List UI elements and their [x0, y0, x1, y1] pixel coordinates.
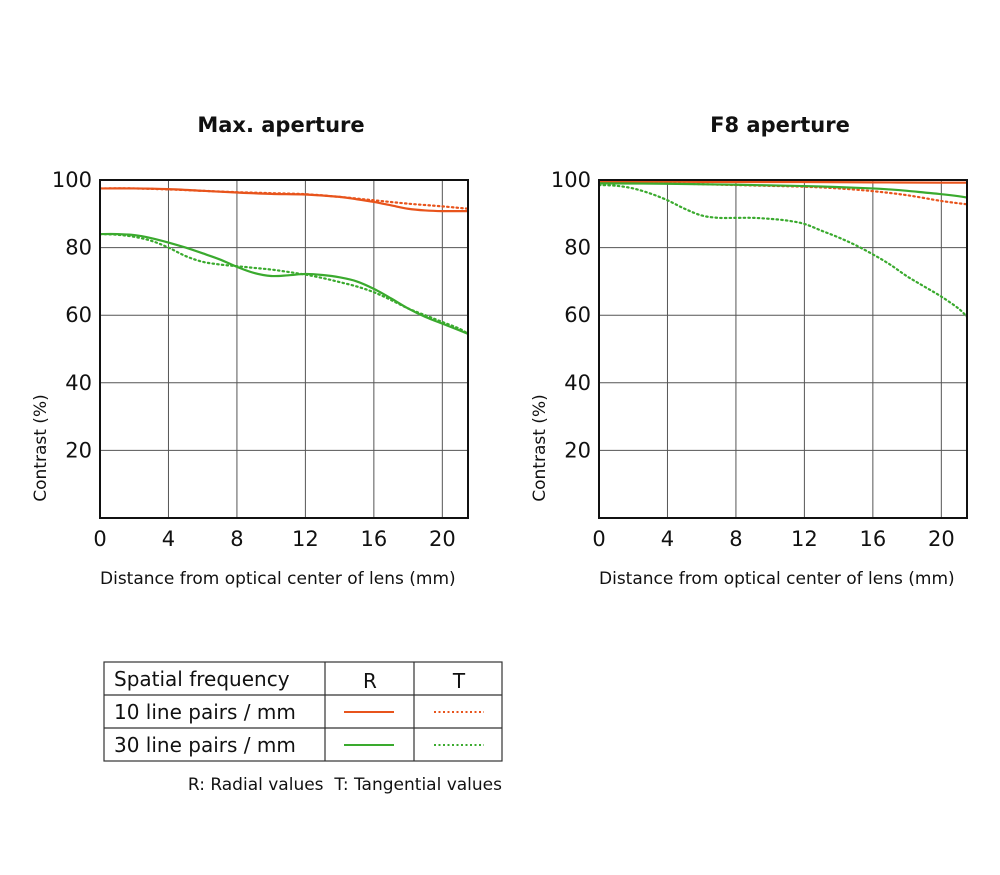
series-line-30lp-radial — [100, 232, 468, 335]
series-line-10lp-radial — [599, 180, 967, 184]
x-tick-label: 4 — [162, 527, 175, 551]
x-tick-label: 0 — [93, 527, 106, 551]
y-tick-label: 40 — [65, 371, 92, 395]
y-axis-label: Contrast (%) — [31, 394, 51, 501]
x-tick-label: 16 — [360, 527, 387, 551]
x-tick-label: 8 — [230, 527, 243, 551]
legend-table: Spatial frequency R T 10 line pairs / mm… — [103, 661, 503, 795]
y-tick-label: 40 — [564, 371, 591, 395]
series-group — [599, 180, 967, 318]
y-tick-label: 60 — [65, 303, 92, 327]
x-axis-label: Distance from optical center of lens (mm… — [100, 569, 456, 589]
x-tick-label: 20 — [928, 527, 955, 551]
legend-outer-border — [103, 661, 503, 762]
chart-f8-aperture: F8 aperture 20 40 60 80 100 0 4 8 12 16 20 Distance … — [530, 113, 968, 589]
x-tick-label: 16 — [859, 527, 886, 551]
series-line-10lp-radial — [100, 187, 468, 213]
y-tick-label: 100 — [551, 168, 591, 192]
series-line-30lp-tangential — [100, 232, 468, 335]
x-tick-label: 12 — [791, 527, 818, 551]
y-tick-label: 20 — [564, 438, 591, 462]
legend-row-label-10lp: 10 line pairs / mm — [114, 700, 296, 724]
x-tick-label: 0 — [592, 527, 605, 551]
legend-col-r: R — [363, 669, 377, 693]
y-tick-label: 100 — [52, 168, 92, 192]
series-line-30lp-radial — [599, 182, 967, 199]
legend-col-t: T — [452, 669, 466, 693]
y-axis-label: Contrast (%) — [530, 394, 550, 501]
y-tick-label: 60 — [564, 303, 591, 327]
x-tick-label: 8 — [729, 527, 742, 551]
plot-frame — [99, 179, 469, 519]
plot-frame — [598, 179, 968, 519]
chart-title: Max. aperture — [197, 113, 364, 137]
x-tick-label: 4 — [661, 527, 674, 551]
series-line-10lp-tangential — [100, 187, 468, 210]
x-tick-label: 12 — [292, 527, 319, 551]
y-tick-label: 80 — [564, 236, 591, 260]
y-tick-label: 80 — [65, 236, 92, 260]
legend-row-label-30lp: 30 line pairs / mm — [114, 733, 296, 757]
y-tick-label: 20 — [65, 438, 92, 462]
legend-header-label: Spatial frequency — [114, 667, 290, 691]
series-line-30lp-tangential — [599, 183, 967, 318]
x-tick-label: 20 — [429, 527, 456, 551]
chart-title: F8 aperture — [710, 113, 850, 137]
x-axis-label: Distance from optical center of lens (mm… — [599, 569, 955, 589]
chart-max-aperture: Max. aperture 20 40 60 80 100 0 4 8 12 16 20 Distanc… — [31, 113, 469, 589]
series-group — [100, 187, 468, 335]
legend-note: R: Radial values T: Tangential values — [188, 775, 502, 795]
